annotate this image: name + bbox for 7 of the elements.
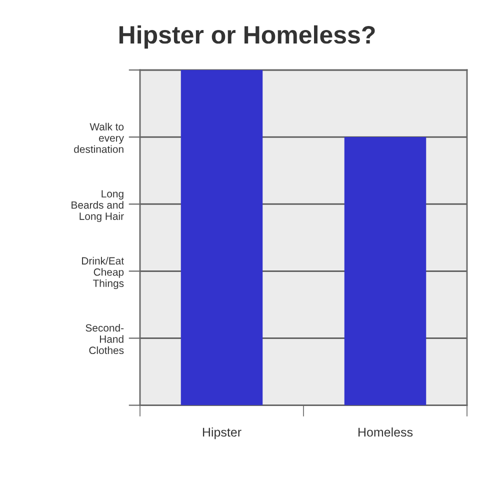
x-tick-label: Homeless (358, 427, 413, 437)
text: Drink/Eat Cheap Things (82, 256, 124, 290)
chart-title: Hipster or Homeless? (119, 25, 375, 49)
text: Long Beards and Long Hair (72, 190, 124, 222)
text: Second- Hand Clothes (86, 324, 124, 354)
x-tick-label: Hipster (202, 427, 242, 440)
text: Walk to every destination (74, 122, 124, 153)
